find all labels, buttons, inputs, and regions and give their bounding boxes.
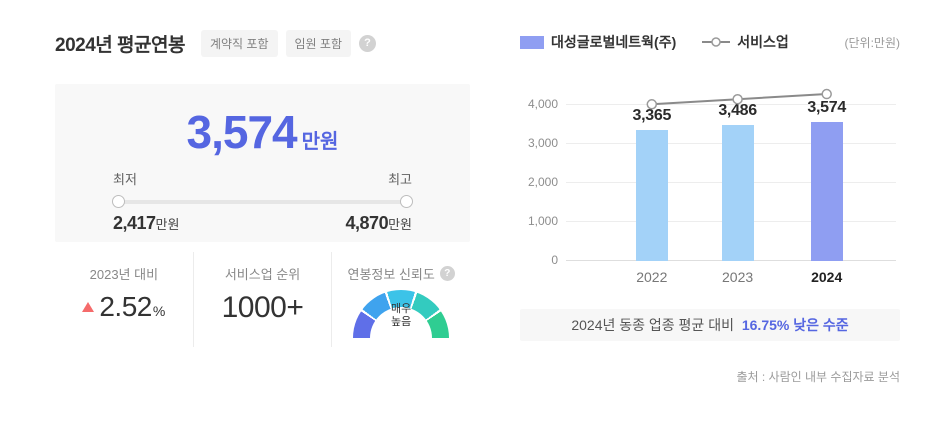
y-axis-label: 2,000 [527,175,558,190]
trust-label-text: 연봉정보 신뢰도 [347,267,435,282]
yoy-percent: 2.52 [99,291,152,322]
trust-gauge-value: 매우 높음 [353,303,449,329]
help-icon[interactable]: ? [439,266,455,281]
chart-legend: 대성글로벌네트웍(주) 서비스업 (단위:만원) [520,32,900,52]
bar-2024 [810,122,843,261]
average-salary: 3,574 만원 [113,106,412,159]
average-salary-card: 3,574 만원 최저 최고 2,417만원 4,870만원 [55,84,470,242]
chart-section: 대성글로벌네트웍(주) 서비스업 (단위:만원) 3,365 3,486 3,574… [520,20,900,430]
note-highlight: 16.75% 낮은 수준 [741,317,849,333]
yoy-percent-sign: % [152,303,166,319]
line-series-label: 서비스업 [737,34,789,50]
stat-yoy-label: 2023년 대비 [89,267,159,282]
industry-line-series [646,88,832,110]
bar-value-label-2022: 3,365 [632,107,672,125]
y-axis-label: 1,000 [527,214,558,229]
stat-industry-rank: 서비스업 순위 1000+ [192,252,332,347]
x-axis-label-2022: 2022 [636,269,668,285]
bar-value-label-2023: 3,486 [718,102,757,120]
salary-range-values: 2,417만원 4,870만원 [113,213,412,234]
min-salary-unit: 만원 [155,216,180,232]
max-salary: 4,870만원 [346,213,412,234]
gridline [566,104,896,106]
average-salary-unit: 만원 [301,131,339,153]
plot-area: 3,365 3,486 3,574 [566,86,896,261]
stat-yoy-change: 2023년 대비 2.52 % [55,252,193,347]
comparison-note: 2024년 동종 업종 평균 대비 16.75% 낮은 수준 [520,309,900,341]
min-salary-value: 2,417 [113,212,156,233]
line-point-2023 [732,93,743,105]
tag-contract-included: 계약직 포함 [200,29,278,57]
stat-rank-value: 1000+ [194,291,332,325]
slider-handle-min [112,194,125,208]
x-axis-label-2023: 2023 [722,269,754,285]
trust-gauge: 매우 높음 [353,290,450,341]
trust-value-line1: 매우 [391,303,412,315]
source-text: 출처 : 사람인 내부 수집자료 분석 [736,370,900,384]
salary-range-labels: 최저 최고 [113,169,412,188]
bar-2022 [635,130,668,261]
bar-series-swatch-icon [520,35,544,49]
stat-trust-level: 연봉정보 신뢰도 ? 매우 높음 [331,252,470,347]
max-salary-value: 4,870 [345,212,389,233]
help-icon[interactable]: ? [359,34,376,52]
salary-range-slider [112,194,413,208]
max-label: 최고 [388,171,412,187]
stat-yoy-value: 2.52 % [55,291,193,323]
page-title: 2024년 평균연봉 [55,34,185,56]
line-series-marker-icon [702,37,731,47]
stats-row: 2023년 대비 2.52 % 서비스업 순위 1000+ 연봉정보 신뢰도 ? [55,252,470,347]
note-prefix: 2024년 동종 업종 평균 대비 [571,317,734,333]
legend-item-company: 대성글로벌네트웍(주) [520,32,676,52]
bar-value-label-2024: 3,574 [807,99,846,117]
average-salary-value: 3,574 [186,106,298,158]
legend-item-industry: 서비스업 [702,32,789,52]
stat-trust-label: 연봉정보 신뢰도 ? [332,264,470,283]
line-point-2022 [646,99,658,110]
tag-executives-included: 임원 포함 [285,29,351,57]
slider-track [113,199,412,204]
unit-label: (단위:만원) [844,35,901,50]
rank-value: 1000+ [221,291,304,324]
slider-handle-max [400,194,413,208]
x-axis-label-2024: 2024 [811,269,843,285]
y-axis-label: 0 [551,253,558,267]
bar-2023 [721,125,754,261]
stat-rank-label: 서비스업 순위 [224,267,301,282]
trust-value-line2: 높음 [391,316,412,329]
summary-section: 2024년 평균연봉 계약직 포함 임원 포함 ? 3,574 만원 최저 최고 … [55,20,470,430]
salary-bar-chart: 3,365 3,486 3,574 0 1,000 2,000 3,000 4,000 202… [520,86,900,289]
min-label: 최저 [113,171,137,187]
min-salary: 2,417만원 [113,213,179,234]
y-axis-label: 3,000 [527,136,558,151]
bar-series-label: 대성글로벌네트웍(주) [551,34,677,50]
y-axis-label: 4,000 [527,97,558,112]
max-salary-unit: 만원 [388,216,412,232]
arrow-up-icon [82,302,95,312]
line-point-2024 [821,88,832,100]
section-header: 2024년 평균연봉 계약직 포함 임원 포함 ? [55,28,470,58]
